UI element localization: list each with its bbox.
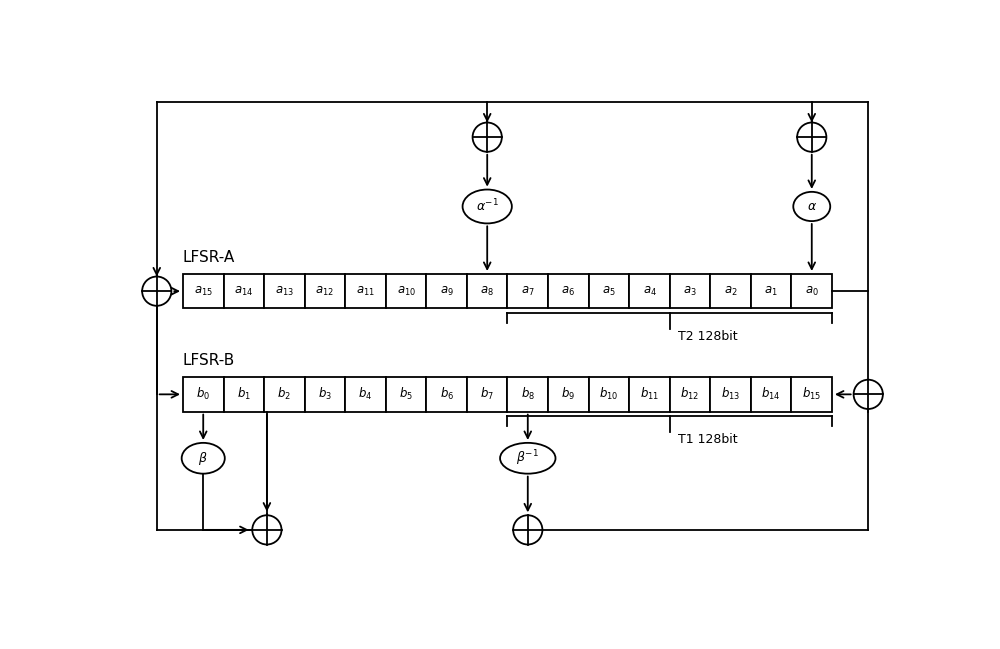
Bar xyxy=(264,377,305,411)
Bar xyxy=(791,274,832,308)
Bar xyxy=(426,274,467,308)
Text: $a_0$: $a_0$ xyxy=(805,285,819,298)
Text: $b_6$: $b_6$ xyxy=(440,386,454,402)
Text: $a_{11}$: $a_{11}$ xyxy=(356,285,375,298)
Bar xyxy=(791,377,832,411)
Text: $b_{14}$: $b_{14}$ xyxy=(761,386,781,402)
Text: $b_0$: $b_0$ xyxy=(196,386,210,402)
Bar xyxy=(710,274,751,308)
Bar xyxy=(183,274,224,308)
Text: $b_{13}$: $b_{13}$ xyxy=(721,386,740,402)
Circle shape xyxy=(854,380,883,409)
Bar xyxy=(629,377,670,411)
Text: $a_{14}$: $a_{14}$ xyxy=(234,285,253,298)
Bar xyxy=(589,377,629,411)
Ellipse shape xyxy=(463,190,512,223)
Text: $a_2$: $a_2$ xyxy=(724,285,737,298)
Bar xyxy=(467,274,507,308)
Bar xyxy=(345,274,386,308)
Bar xyxy=(589,274,629,308)
Text: $a_{15}$: $a_{15}$ xyxy=(194,285,213,298)
Bar xyxy=(710,377,751,411)
Text: $b_8$: $b_8$ xyxy=(521,386,535,402)
Ellipse shape xyxy=(793,192,830,221)
Circle shape xyxy=(797,123,826,152)
Text: $b_2$: $b_2$ xyxy=(277,386,291,402)
Text: $a_9$: $a_9$ xyxy=(440,285,454,298)
Bar xyxy=(751,377,791,411)
Ellipse shape xyxy=(500,443,555,474)
Bar xyxy=(507,377,548,411)
Text: $b_1$: $b_1$ xyxy=(237,386,251,402)
Bar xyxy=(305,274,345,308)
Bar xyxy=(224,377,264,411)
Bar xyxy=(305,377,345,411)
Text: $b_7$: $b_7$ xyxy=(480,386,494,402)
Bar xyxy=(670,274,710,308)
Circle shape xyxy=(473,123,502,152)
Text: $a_8$: $a_8$ xyxy=(480,285,494,298)
Text: $b_{11}$: $b_{11}$ xyxy=(640,386,659,402)
Text: $a_{12}$: $a_{12}$ xyxy=(315,285,334,298)
Circle shape xyxy=(142,276,171,306)
Text: LFSR-A: LFSR-A xyxy=(183,250,235,265)
Text: $b_{12}$: $b_{12}$ xyxy=(680,386,700,402)
Bar xyxy=(751,274,791,308)
Circle shape xyxy=(252,515,282,545)
Bar xyxy=(183,377,224,411)
Bar xyxy=(507,274,548,308)
Text: $a_1$: $a_1$ xyxy=(764,285,778,298)
Bar xyxy=(629,274,670,308)
Bar xyxy=(467,377,507,411)
Text: $b_5$: $b_5$ xyxy=(399,386,413,402)
Text: $a_4$: $a_4$ xyxy=(643,285,656,298)
Text: $\beta^{-1}$: $\beta^{-1}$ xyxy=(516,448,539,468)
Text: $a_6$: $a_6$ xyxy=(561,285,575,298)
Text: $a_7$: $a_7$ xyxy=(521,285,535,298)
Text: $a_5$: $a_5$ xyxy=(602,285,616,298)
Bar xyxy=(386,274,426,308)
Bar xyxy=(224,274,264,308)
Text: $\alpha^{-1}$: $\alpha^{-1}$ xyxy=(476,198,499,215)
Text: LFSR-B: LFSR-B xyxy=(183,353,235,368)
Text: $\beta$: $\beta$ xyxy=(198,450,208,467)
Text: $b_9$: $b_9$ xyxy=(561,386,575,402)
Text: $b_{15}$: $b_{15}$ xyxy=(802,386,821,402)
Bar xyxy=(264,274,305,308)
Bar xyxy=(386,377,426,411)
Text: T2 128bit: T2 128bit xyxy=(678,330,738,343)
Text: $b_{10}$: $b_{10}$ xyxy=(599,386,619,402)
Ellipse shape xyxy=(182,443,225,474)
Bar xyxy=(548,274,589,308)
Text: $a_{10}$: $a_{10}$ xyxy=(397,285,416,298)
Bar xyxy=(345,377,386,411)
Text: $a_{13}$: $a_{13}$ xyxy=(275,285,294,298)
Text: $b_3$: $b_3$ xyxy=(318,386,332,402)
Text: T1 128bit: T1 128bit xyxy=(678,434,738,447)
Text: $b_4$: $b_4$ xyxy=(358,386,373,402)
Circle shape xyxy=(513,515,542,545)
Bar xyxy=(548,377,589,411)
Bar xyxy=(670,377,710,411)
Text: $\alpha$: $\alpha$ xyxy=(807,200,817,213)
Text: $a_3$: $a_3$ xyxy=(683,285,697,298)
Bar xyxy=(426,377,467,411)
